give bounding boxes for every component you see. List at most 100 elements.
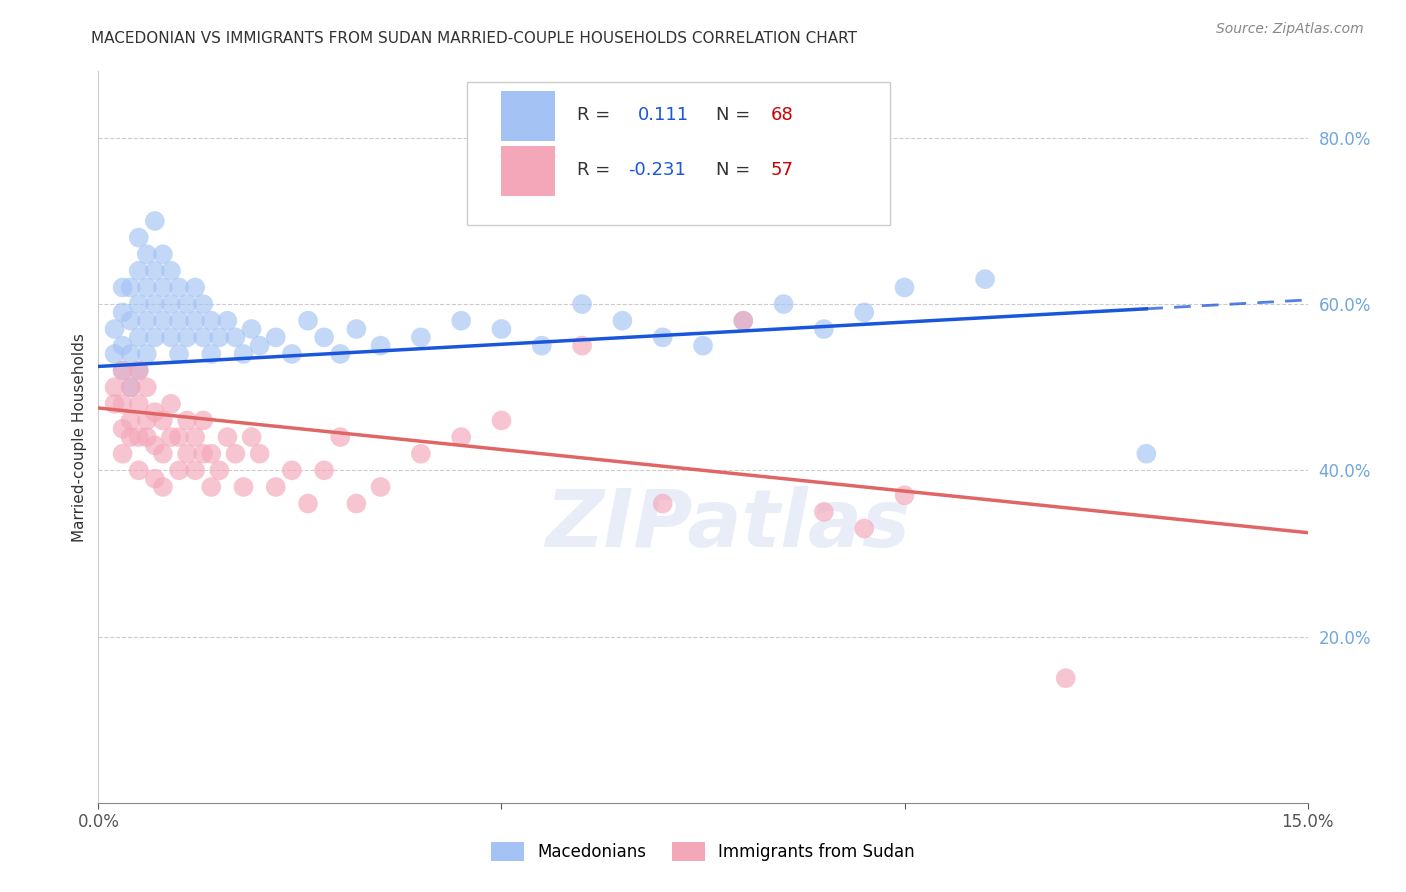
- Point: [217, 430, 239, 444]
- Point: [193, 297, 215, 311]
- Point: [135, 347, 157, 361]
- Text: N =: N =: [716, 161, 756, 179]
- Point: [128, 297, 150, 311]
- Point: [651, 330, 673, 344]
- Point: [200, 314, 222, 328]
- Point: [530, 338, 553, 352]
- Point: [651, 497, 673, 511]
- Point: [232, 347, 254, 361]
- Point: [240, 322, 263, 336]
- Point: [612, 314, 634, 328]
- Point: [264, 330, 287, 344]
- Point: [128, 430, 150, 444]
- Point: [143, 264, 166, 278]
- Point: [370, 480, 392, 494]
- Point: [184, 463, 207, 477]
- Point: [111, 305, 134, 319]
- Point: [491, 413, 513, 427]
- Point: [893, 280, 915, 294]
- Text: 68: 68: [770, 106, 793, 124]
- Text: 0.111: 0.111: [638, 106, 689, 124]
- Point: [120, 413, 142, 427]
- Point: [128, 397, 150, 411]
- Point: [111, 447, 134, 461]
- Legend: Macedonians, Immigrants from Sudan: Macedonians, Immigrants from Sudan: [484, 835, 922, 868]
- Text: Source: ZipAtlas.com: Source: ZipAtlas.com: [1216, 22, 1364, 37]
- Point: [733, 314, 755, 328]
- Point: [297, 497, 319, 511]
- Point: [152, 447, 174, 461]
- Point: [224, 330, 246, 344]
- Point: [200, 347, 222, 361]
- Point: [111, 363, 134, 377]
- Point: [167, 314, 190, 328]
- Point: [103, 347, 125, 361]
- Point: [143, 405, 166, 419]
- Point: [772, 297, 794, 311]
- Text: MACEDONIAN VS IMMIGRANTS FROM SUDAN MARRIED-COUPLE HOUSEHOLDS CORRELATION CHART: MACEDONIAN VS IMMIGRANTS FROM SUDAN MARR…: [91, 31, 858, 46]
- Point: [329, 430, 352, 444]
- Point: [193, 330, 215, 344]
- Point: [120, 380, 142, 394]
- Point: [120, 430, 142, 444]
- Point: [893, 488, 915, 502]
- Point: [200, 480, 222, 494]
- Point: [344, 322, 367, 336]
- Point: [111, 422, 134, 436]
- Point: [143, 472, 166, 486]
- Point: [208, 330, 231, 344]
- Point: [120, 314, 142, 328]
- Point: [249, 447, 271, 461]
- Point: [1135, 447, 1157, 461]
- Point: [135, 380, 157, 394]
- Point: [314, 330, 336, 344]
- Point: [297, 314, 319, 328]
- Point: [571, 338, 593, 352]
- Point: [152, 280, 174, 294]
- Point: [135, 413, 157, 427]
- Point: [232, 480, 254, 494]
- Point: [733, 314, 755, 328]
- Point: [120, 380, 142, 394]
- Point: [184, 430, 207, 444]
- Point: [128, 264, 150, 278]
- Point: [329, 347, 352, 361]
- Point: [167, 430, 190, 444]
- Point: [200, 447, 222, 461]
- Point: [128, 330, 150, 344]
- Point: [491, 322, 513, 336]
- Point: [450, 430, 472, 444]
- Point: [111, 397, 134, 411]
- Point: [143, 214, 166, 228]
- Point: [135, 247, 157, 261]
- Text: ZIPatlas: ZIPatlas: [544, 486, 910, 564]
- Point: [240, 430, 263, 444]
- Point: [853, 521, 876, 535]
- Point: [176, 330, 198, 344]
- Point: [813, 322, 835, 336]
- Point: [152, 247, 174, 261]
- Point: [208, 463, 231, 477]
- Point: [692, 338, 714, 352]
- Point: [193, 447, 215, 461]
- Point: [160, 430, 183, 444]
- Point: [409, 447, 432, 461]
- Point: [184, 314, 207, 328]
- Text: -0.231: -0.231: [628, 161, 686, 179]
- Point: [176, 297, 198, 311]
- Point: [120, 347, 142, 361]
- Point: [193, 413, 215, 427]
- Bar: [501, 92, 555, 141]
- Point: [128, 363, 150, 377]
- Point: [103, 380, 125, 394]
- Y-axis label: Married-couple Households: Married-couple Households: [72, 333, 87, 541]
- Point: [264, 480, 287, 494]
- Point: [370, 338, 392, 352]
- Point: [571, 297, 593, 311]
- Point: [120, 280, 142, 294]
- Point: [853, 305, 876, 319]
- Point: [103, 322, 125, 336]
- Point: [111, 363, 134, 377]
- Point: [160, 397, 183, 411]
- Point: [143, 438, 166, 452]
